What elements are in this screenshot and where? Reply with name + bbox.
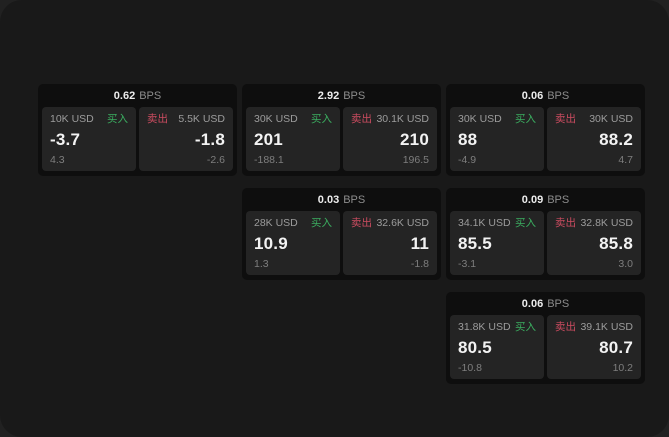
sell-side-label: 卖出 [555,113,576,125]
buy-sub-value: -3.1 [458,258,477,270]
buy-amount: 34.1K USD [458,217,511,229]
buy-side-label: 买入 [107,113,128,125]
buy-side-label: 买入 [515,113,536,125]
bps-unit-label: BPS [547,193,570,206]
buy-side-label: 买入 [311,217,332,229]
buy-amount: 28K USD [254,217,298,229]
sell-panel[interactable]: 卖出 32.8K USD 85.8 3.0 [547,211,641,275]
quote-card: 2.92 BPS 30K USD 买入 201 -188.1 卖出 30.1K … [242,84,441,176]
sell-amount: 32.8K USD [580,217,633,229]
quote-card: 0.06 BPS 31.8K USD 买入 80.5 -10.8 卖出 39.1… [446,292,645,384]
buy-amount: 30K USD [254,113,298,125]
sell-amount: 32.6K USD [376,217,429,229]
buy-value: 201 [254,129,283,149]
sell-panel[interactable]: 卖出 5.5K USD -1.8 -2.6 [139,107,233,171]
buy-sub-value: -188.1 [254,154,284,166]
buy-value: 80.5 [458,337,492,357]
sell-panel[interactable]: 卖出 30K USD 88.2 4.7 [547,107,641,171]
bps-unit-label: BPS [139,89,162,102]
buy-value: 88 [458,129,478,149]
sell-value: 80.7 [599,337,633,357]
sell-sub-value: 4.7 [618,154,633,166]
buy-value: 10.9 [254,233,288,253]
buy-panel[interactable]: 34.1K USD 买入 85.5 -3.1 [450,211,544,275]
bps-value: 0.62 [113,89,136,102]
sell-amount: 5.5K USD [178,113,225,125]
bps-unit-label: BPS [343,89,366,102]
bps-value: 0.06 [521,89,544,102]
bps-header: 0.03 BPS [242,188,441,211]
sell-value: -1.8 [194,129,225,149]
quote-card: 0.06 BPS 30K USD 买入 88 -4.9 卖出 30K USD 8… [446,84,645,176]
sell-side-label: 卖出 [555,321,576,333]
buy-side-label: 买入 [515,321,536,333]
buy-sub-value: 4.3 [50,154,65,166]
bps-value: 0.06 [521,297,544,310]
bps-value: 0.09 [521,193,544,206]
bps-header: 2.92 BPS [242,84,441,107]
quote-card: 0.03 BPS 28K USD 买入 10.9 1.3 卖出 32.6K US… [242,188,441,280]
sell-sub-value: 196.5 [402,154,429,166]
bps-header: 0.06 BPS [446,292,645,315]
sell-side-label: 卖出 [351,113,372,125]
buy-sub-value: -10.8 [458,362,482,374]
buy-panel[interactable]: 28K USD 买入 10.9 1.3 [246,211,340,275]
buy-amount: 31.8K USD [458,321,511,333]
sell-side-label: 卖出 [147,113,168,125]
sell-sub-value: 3.0 [618,258,633,270]
bps-header: 0.06 BPS [446,84,645,107]
buy-panel[interactable]: 10K USD 买入 -3.7 4.3 [42,107,136,171]
sell-amount: 30K USD [589,113,633,125]
buy-panel[interactable]: 30K USD 买入 88 -4.9 [450,107,544,171]
sell-panel[interactable]: 卖出 39.1K USD 80.7 10.2 [547,315,641,379]
sell-sub-value: 10.2 [612,362,633,374]
sell-side-label: 卖出 [351,217,372,229]
buy-amount: 10K USD [50,113,94,125]
bps-value: 2.92 [317,89,340,102]
quote-card: 0.62 BPS 10K USD 买入 -3.7 4.3 卖出 5.5K USD… [38,84,237,176]
sell-amount: 30.1K USD [376,113,429,125]
sell-amount: 39.1K USD [580,321,633,333]
buy-panel[interactable]: 31.8K USD 买入 80.5 -10.8 [450,315,544,379]
buy-value: -3.7 [50,129,81,149]
bps-value: 0.03 [317,193,340,206]
sell-sub-value: -1.8 [410,258,429,270]
sell-sub-value: -2.6 [206,154,225,166]
buy-panel[interactable]: 30K USD 买入 201 -188.1 [246,107,340,171]
quote-card: 0.09 BPS 34.1K USD 买入 85.5 -3.1 卖出 32.8K… [446,188,645,280]
bps-unit-label: BPS [547,89,570,102]
sell-panel[interactable]: 卖出 30.1K USD 210 196.5 [343,107,437,171]
sell-value: 11 [410,233,429,253]
buy-side-label: 买入 [515,217,536,229]
buy-amount: 30K USD [458,113,502,125]
buy-value: 85.5 [458,233,492,253]
bps-header: 0.09 BPS [446,188,645,211]
buy-sub-value: -4.9 [458,154,477,166]
bps-unit-label: BPS [547,297,570,310]
sell-value: 85.8 [599,233,633,253]
sell-panel[interactable]: 卖出 32.6K USD 11 -1.8 [343,211,437,275]
sell-value: 210 [400,129,429,149]
bps-header: 0.62 BPS [38,84,237,107]
sell-value: 88.2 [599,129,633,149]
bps-unit-label: BPS [343,193,366,206]
sell-side-label: 卖出 [555,217,576,229]
buy-side-label: 买入 [311,113,332,125]
buy-sub-value: 1.3 [254,258,269,270]
